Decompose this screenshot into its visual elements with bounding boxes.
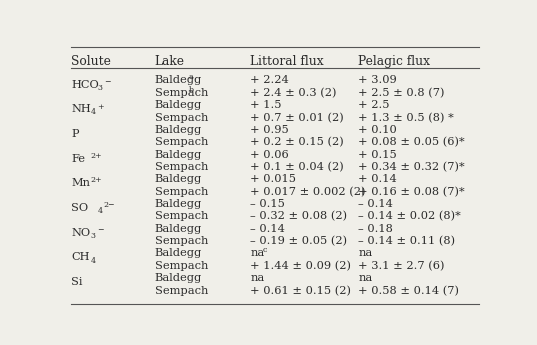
- Text: + 1.5: + 1.5: [250, 100, 282, 110]
- Text: Sempach: Sempach: [155, 88, 208, 98]
- Text: – 0.14: – 0.14: [359, 199, 393, 209]
- Text: Sempach: Sempach: [155, 187, 208, 197]
- Text: HCO: HCO: [71, 79, 99, 89]
- Text: + 0.10: + 0.10: [359, 125, 397, 135]
- Text: + 0.15: + 0.15: [359, 149, 397, 159]
- Text: 4: 4: [90, 108, 96, 117]
- Text: – 0.14: – 0.14: [250, 224, 285, 234]
- Text: Sempach: Sempach: [155, 261, 208, 271]
- Text: NH: NH: [71, 104, 91, 114]
- Text: + 3.09: + 3.09: [359, 76, 397, 86]
- Text: Sempach: Sempach: [155, 211, 208, 221]
- Text: Baldegg: Baldegg: [155, 248, 202, 258]
- Text: + 3.1 ± 2.7 (6): + 3.1 ± 2.7 (6): [359, 261, 445, 271]
- Text: + 0.14: + 0.14: [359, 174, 397, 184]
- Text: + 0.16 ± 0.08 (7)*: + 0.16 ± 0.08 (7)*: [359, 187, 465, 197]
- Text: + 0.34 ± 0.32 (7)*: + 0.34 ± 0.32 (7)*: [359, 162, 465, 172]
- Text: na: na: [250, 273, 265, 283]
- Text: NO: NO: [71, 228, 90, 238]
- Text: −: −: [104, 78, 111, 86]
- Text: + 2.5: + 2.5: [359, 100, 390, 110]
- Text: – 0.32 ± 0.08 (2): – 0.32 ± 0.08 (2): [250, 211, 347, 222]
- Text: Sempach: Sempach: [155, 162, 208, 172]
- Text: Baldegg: Baldegg: [155, 174, 202, 184]
- Text: + 2.5 ± 0.8 (7): + 2.5 ± 0.8 (7): [359, 88, 445, 98]
- Text: + 0.017 ± 0.002 (2): + 0.017 ± 0.002 (2): [250, 187, 366, 197]
- Text: 2−: 2−: [104, 201, 115, 209]
- Text: – 0.19 ± 0.05 (2): – 0.19 ± 0.05 (2): [250, 236, 347, 246]
- Text: Pelagic flux: Pelagic flux: [359, 55, 431, 68]
- Text: Sempach: Sempach: [155, 236, 208, 246]
- Text: na: na: [359, 273, 373, 283]
- Text: 4: 4: [90, 257, 96, 265]
- Text: + 0.08 ± 0.05 (6)*: + 0.08 ± 0.05 (6)*: [359, 137, 465, 148]
- Text: Baldegg: Baldegg: [155, 224, 202, 234]
- Text: + 0.61 ± 0.15 (2): + 0.61 ± 0.15 (2): [250, 286, 351, 296]
- Text: – 0.18: – 0.18: [359, 224, 393, 234]
- Text: + 0.06: + 0.06: [250, 149, 289, 159]
- Text: + 0.95: + 0.95: [250, 125, 289, 135]
- Text: – 0.15: – 0.15: [250, 199, 285, 209]
- Text: + 0.7 ± 0.01 (2): + 0.7 ± 0.01 (2): [250, 112, 344, 123]
- Text: + 0.58 ± 0.14 (7): + 0.58 ± 0.14 (7): [359, 286, 460, 296]
- Text: na: na: [250, 248, 265, 258]
- Text: – 0.14 ± 0.11 (8): – 0.14 ± 0.11 (8): [359, 236, 455, 246]
- Text: 4: 4: [98, 207, 103, 215]
- Text: +: +: [97, 102, 104, 111]
- Text: Baldegg: Baldegg: [155, 125, 202, 135]
- Text: + 1.3 ± 0.5 (8) *: + 1.3 ± 0.5 (8) *: [359, 112, 454, 123]
- Text: Baldegg: Baldegg: [155, 100, 202, 110]
- Text: 2+: 2+: [90, 176, 102, 184]
- Text: a: a: [189, 73, 194, 81]
- Text: Sempach: Sempach: [155, 112, 208, 122]
- Text: + 0.2 ± 0.15 (2): + 0.2 ± 0.15 (2): [250, 137, 344, 148]
- Text: + 0.015: + 0.015: [250, 174, 296, 184]
- Text: Mn: Mn: [71, 178, 90, 188]
- Text: Baldegg: Baldegg: [155, 76, 202, 86]
- Text: + 0.1 ± 0.04 (2): + 0.1 ± 0.04 (2): [250, 162, 344, 172]
- Text: −: −: [97, 226, 104, 234]
- Text: c: c: [263, 246, 267, 254]
- Text: P: P: [71, 129, 79, 139]
- Text: Baldegg: Baldegg: [155, 149, 202, 159]
- Text: Si: Si: [71, 277, 83, 287]
- Text: b: b: [189, 86, 194, 94]
- Text: Lake: Lake: [155, 55, 185, 68]
- Text: SO: SO: [71, 203, 89, 213]
- Text: 2+: 2+: [90, 151, 102, 159]
- Text: Littoral flux: Littoral flux: [250, 55, 324, 68]
- Text: Fe: Fe: [71, 154, 85, 164]
- Text: Baldegg: Baldegg: [155, 199, 202, 209]
- Text: Sempach: Sempach: [155, 286, 208, 296]
- Text: + 2.4 ± 0.3 (2): + 2.4 ± 0.3 (2): [250, 88, 337, 98]
- Text: + 2.24: + 2.24: [250, 76, 289, 86]
- Text: Baldegg: Baldegg: [155, 273, 202, 283]
- Text: Sempach: Sempach: [155, 137, 208, 147]
- Text: 3: 3: [90, 232, 96, 240]
- Text: – 0.14 ± 0.02 (8)*: – 0.14 ± 0.02 (8)*: [359, 211, 461, 222]
- Text: 3: 3: [98, 84, 103, 92]
- Text: CH: CH: [71, 253, 90, 263]
- Text: Solute: Solute: [71, 55, 111, 68]
- Text: na: na: [359, 248, 373, 258]
- Text: + 1.44 ± 0.09 (2): + 1.44 ± 0.09 (2): [250, 261, 351, 271]
